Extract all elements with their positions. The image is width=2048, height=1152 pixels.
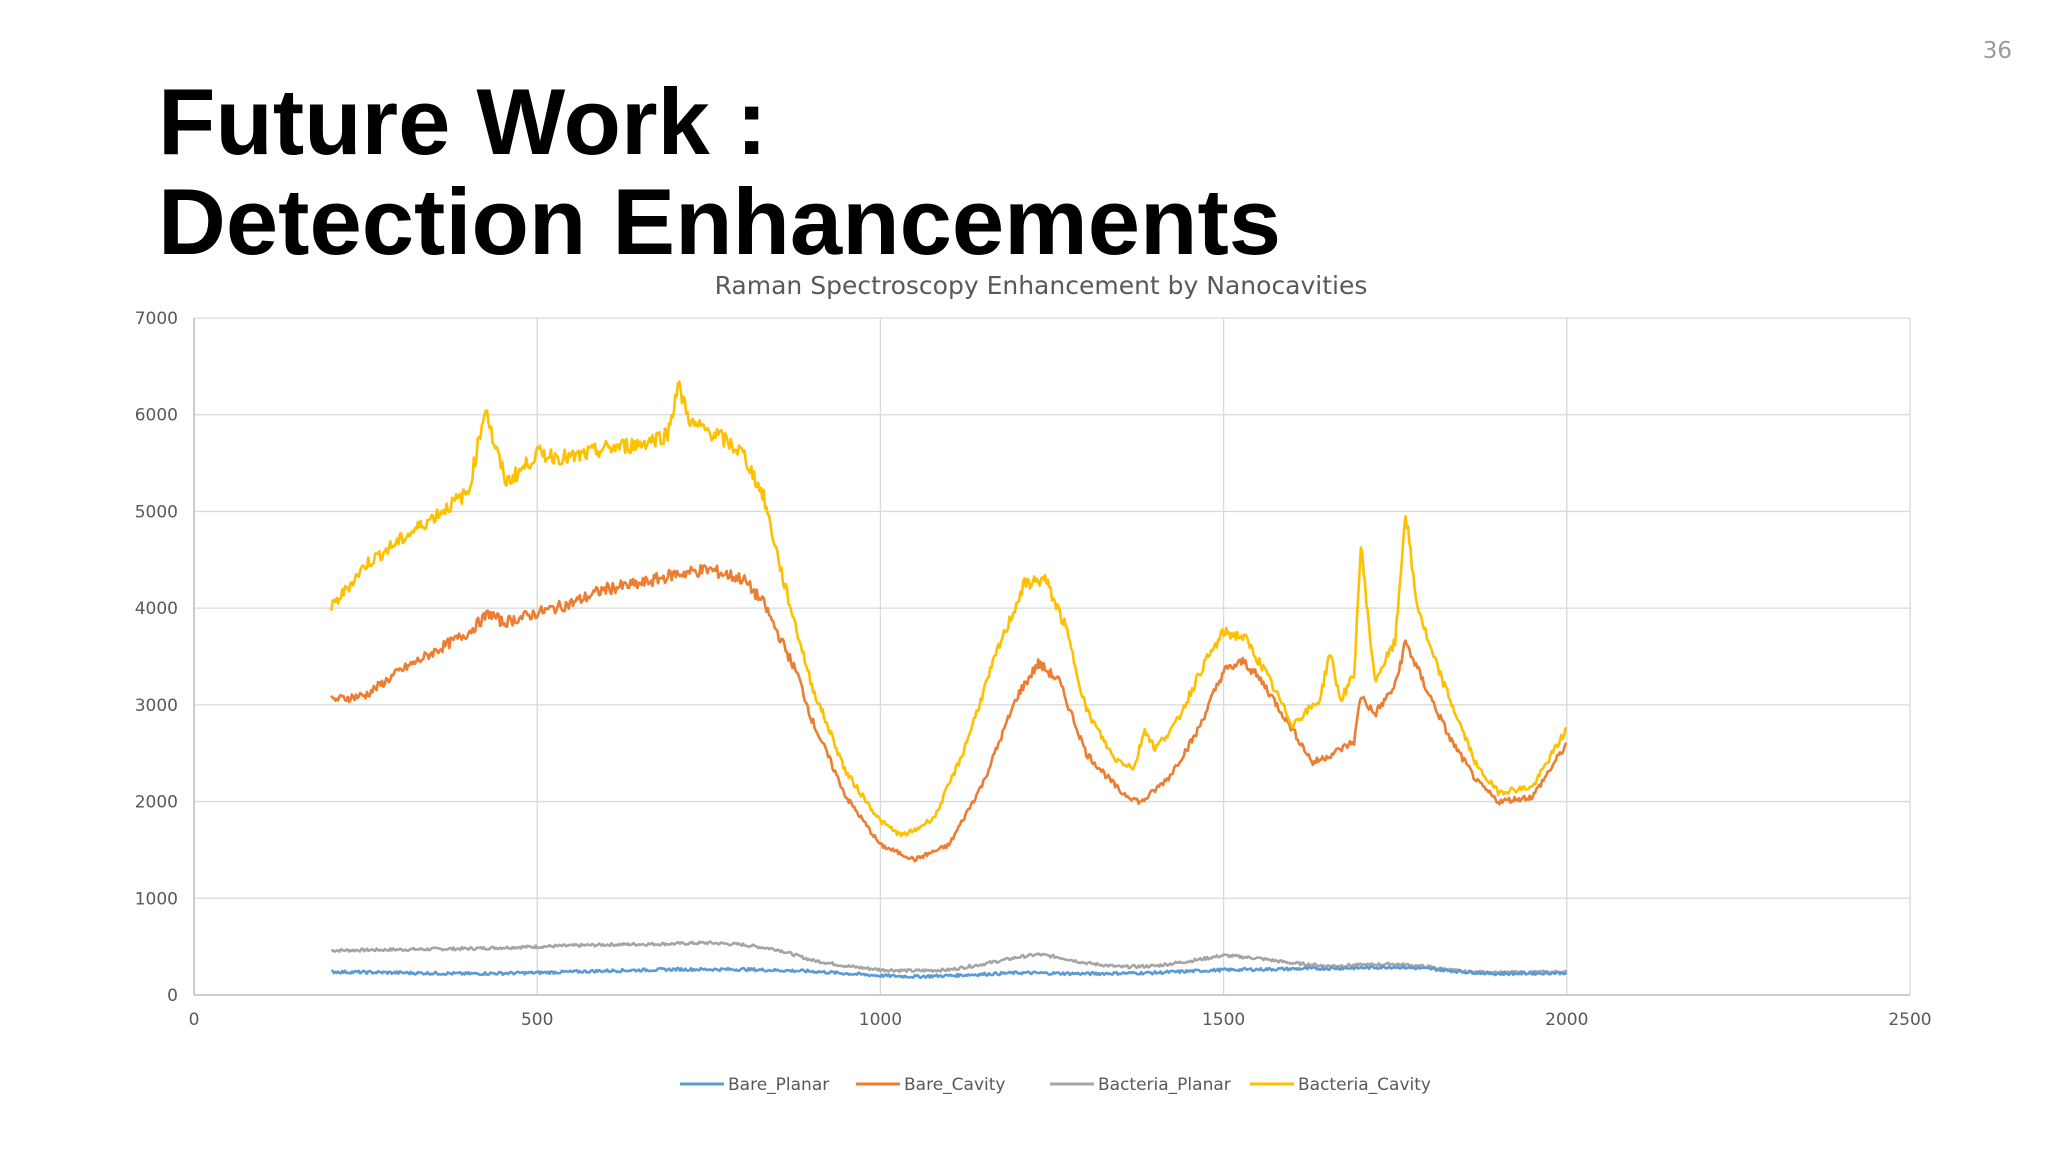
series-line-bare-cavity	[330, 563, 1568, 863]
y-tick-label: 2000	[135, 793, 178, 813]
legend-label-bare-planar: Bare_Planar	[728, 1075, 829, 1095]
chart-gridlines	[193, 317, 1911, 996]
series-line-bare-planar	[331, 964, 1568, 980]
slide-number: 36	[1982, 38, 2012, 64]
x-tick-label: 2000	[1545, 1010, 1588, 1030]
raman-chart: Raman Spectroscopy Enhancement by Nanoca…	[135, 271, 1932, 1095]
legend-label-bacteria-cavity: Bacteria_Cavity	[1298, 1075, 1431, 1095]
y-tick-label: 0	[167, 986, 178, 1006]
chart-container: Raman Spectroscopy Enhancement by Nanoca…	[130, 262, 1970, 1142]
y-tick-label: 5000	[135, 502, 178, 522]
chart-legend: Bare_Planar Bare_Cavity Bacteria_Planar Bac…	[680, 1075, 1431, 1095]
legend-label-bacteria-planar: Bacteria_Planar	[1098, 1075, 1231, 1095]
x-tick-label: 0	[189, 1010, 200, 1030]
x-tick-label: 1500	[1202, 1010, 1245, 1030]
series-line-bacteria-cavity	[330, 380, 1568, 838]
slide-title-line-2: Detection Enhancements	[158, 169, 1282, 274]
slide-title-line-1: Future Work :	[158, 69, 768, 174]
y-tick-label: 7000	[135, 309, 178, 329]
chart-title: Raman Spectroscopy Enhancement by Nanoca…	[715, 271, 1368, 300]
y-tick-label: 6000	[135, 406, 178, 426]
chart-axes: 0 1000 2000 3000 4000 5000 6000 7000 0 500 1000 150…	[135, 309, 1932, 1030]
legend-label-bare-cavity: Bare_Cavity	[904, 1075, 1005, 1095]
y-tick-label: 4000	[135, 599, 178, 619]
series-line-bacteria-planar	[331, 940, 1568, 976]
y-tick-label: 3000	[135, 696, 178, 716]
slide-title: Future Work : Detection Enhancements	[158, 72, 1281, 272]
x-tick-label: 2500	[1888, 1010, 1931, 1030]
x-tick-label: 500	[521, 1010, 553, 1030]
y-tick-label: 1000	[135, 889, 178, 909]
chart-series	[330, 380, 1568, 980]
x-tick-label: 1000	[859, 1010, 902, 1030]
